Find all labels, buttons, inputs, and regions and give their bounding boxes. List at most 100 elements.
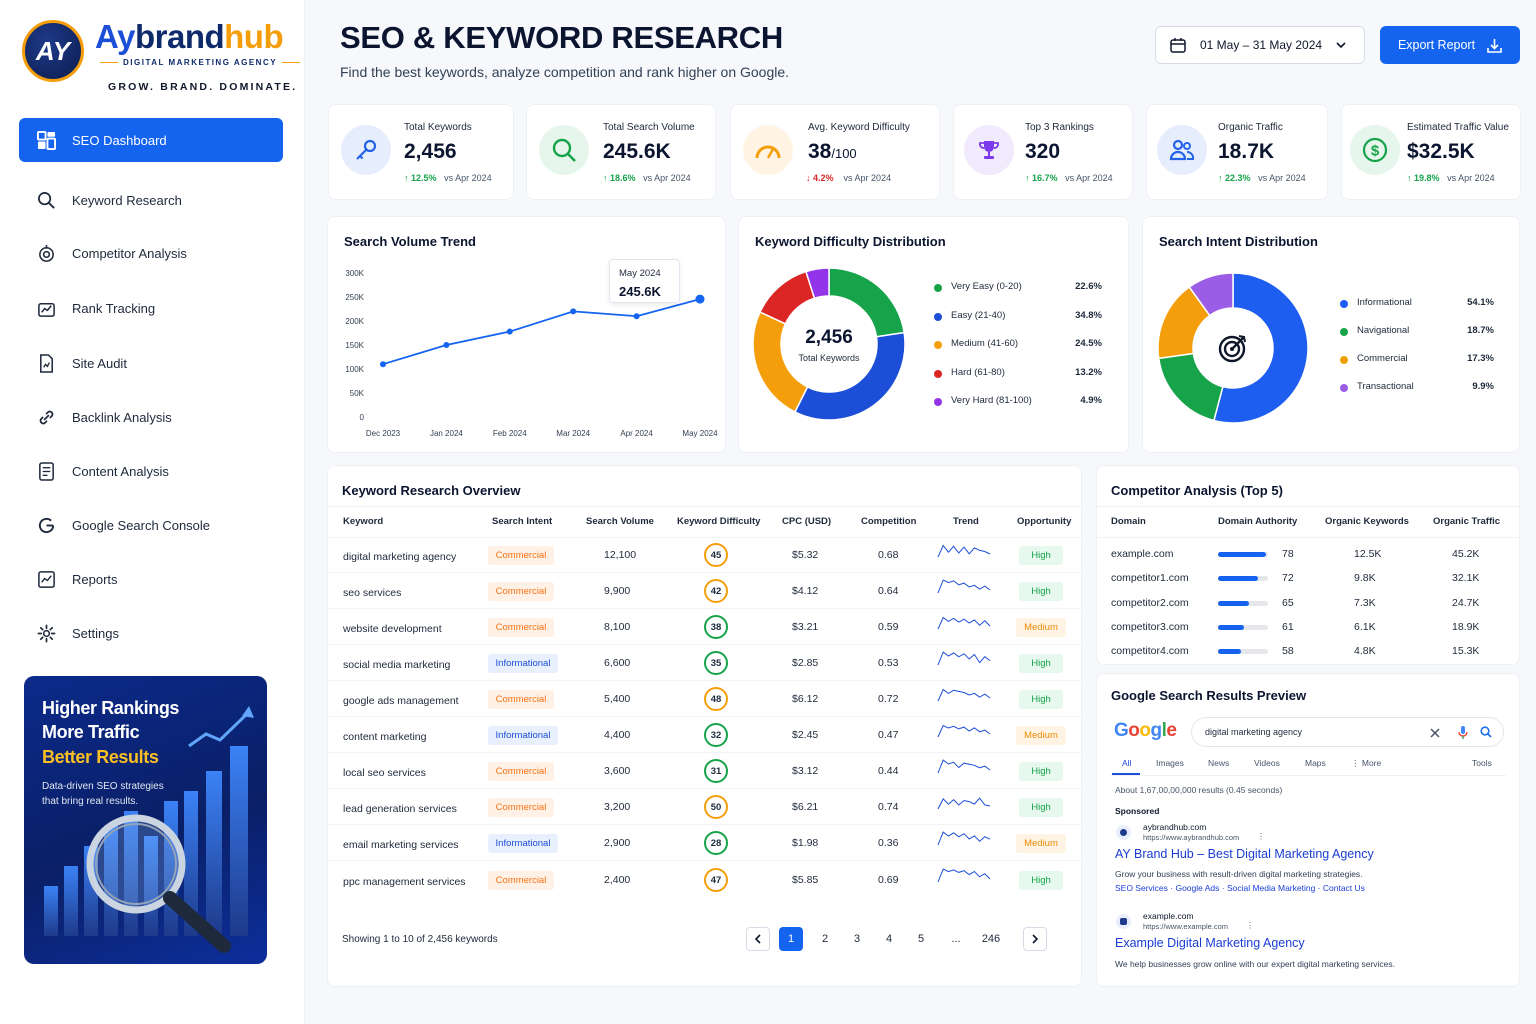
kpi-card-total-search-volume[interactable]: Total Search Volume 245.6K ↑ 18.6% vs Ap… — [526, 104, 716, 200]
intent-badge: Commercial — [488, 690, 554, 709]
sidebar-item-reports[interactable]: Reports — [19, 557, 283, 601]
page-button-246[interactable]: 246 — [981, 933, 1001, 945]
sidebar-item-settings[interactable]: Settings — [19, 611, 283, 655]
serp-tab-maps[interactable]: Maps — [1305, 758, 1326, 768]
pagination-summary: Showing 1 to 10 of 2,456 keywords — [342, 934, 498, 945]
sidebar-item-seo-dashboard[interactable]: SEO Dashboard — [19, 118, 283, 162]
more-options-icon[interactable]: ⋮ — [1246, 921, 1254, 930]
close-icon[interactable] — [1430, 728, 1440, 738]
column-header-domain-authority[interactable]: Domain Authority — [1218, 516, 1298, 527]
intent-badge: Commercial — [488, 762, 554, 781]
y-tick-label: 150K — [345, 341, 364, 350]
column-header-domain[interactable]: Domain — [1111, 516, 1146, 527]
serp-tab-all[interactable]: All — [1122, 758, 1132, 768]
pie-slice[interactable] — [1157, 352, 1224, 422]
sidebar-item-google-search-console[interactable]: Google Search Console — [19, 503, 283, 547]
gauge-icon — [743, 125, 793, 175]
page-button-4[interactable]: 4 — [885, 933, 893, 945]
search-icon[interactable] — [1480, 726, 1492, 738]
column-header-trend[interactable]: Trend — [953, 516, 979, 527]
sidebar-item-keyword-research[interactable]: Keyword Research — [19, 178, 283, 222]
search-intent-panel: Search Intent Distribution Informational… — [1142, 216, 1520, 453]
google-search-input[interactable]: digital marketing agency — [1191, 717, 1504, 747]
result-title-link[interactable]: AY Brand Hub – Best Digital Marketing Ag… — [1115, 847, 1374, 861]
column-header-opportunity[interactable]: Opportunity — [1017, 516, 1072, 527]
page-button-3[interactable]: 3 — [853, 933, 861, 945]
data-point[interactable] — [633, 313, 640, 320]
keyword-cell: local seo services — [343, 767, 426, 779]
serp-tab-more[interactable]: ⋮ More — [1351, 758, 1382, 768]
column-header-keyword-difficulty[interactable]: Keyword Difficulty — [677, 516, 761, 527]
keyword-cell: seo services — [343, 587, 402, 599]
legend-value: 54.1% — [1467, 297, 1494, 308]
search-volume-cell: 6,600 — [604, 657, 631, 669]
result-sitelinks[interactable]: SEO Services · Google Ads · Social Media… — [1115, 883, 1365, 893]
export-report-button[interactable]: Export Report — [1380, 26, 1520, 64]
sidebar-item-rank-tracking[interactable]: Rank Tracking — [19, 286, 283, 330]
serp-result-stats: About 1,67,00,00,000 results (0.45 secon… — [1115, 785, 1283, 795]
opportunity-badge: High — [1019, 654, 1063, 673]
sidebar-item-competitor-analysis[interactable]: Competitor Analysis — [19, 231, 283, 275]
data-point[interactable] — [695, 294, 705, 304]
column-header-search-intent[interactable]: Search Intent — [492, 516, 553, 527]
legend-label: Navigational — [1357, 325, 1410, 336]
column-header-keyword[interactable]: Keyword — [343, 516, 384, 527]
page-button-5[interactable]: 5 — [917, 933, 925, 945]
cpc-cell: $2.85 — [792, 657, 819, 669]
data-point[interactable] — [443, 342, 450, 348]
gear-icon — [37, 624, 56, 642]
opportunity-badge: Medium — [1016, 834, 1066, 853]
page-button-2[interactable]: 2 — [821, 933, 829, 945]
data-point[interactable] — [506, 328, 513, 335]
microphone-icon[interactable] — [1458, 726, 1468, 740]
row-divider — [328, 680, 1082, 681]
kpi-card-organic-traffic[interactable]: Organic Traffic 18.7K ↑ 22.3% vs Apr 202… — [1146, 104, 1328, 200]
data-point[interactable] — [570, 308, 577, 315]
column-header-cpc[interactable]: CPC (USD) — [782, 516, 832, 527]
domain-authority-bar — [1218, 649, 1241, 655]
result-title-link[interactable]: Example Digital Marketing Agency — [1115, 936, 1305, 950]
growth-illustration — [44, 706, 254, 953]
pie-slice[interactable] — [1212, 272, 1309, 424]
serp-tab-images[interactable]: Images — [1156, 758, 1184, 768]
intent-badge: Commercial — [488, 871, 554, 890]
data-point[interactable] — [380, 361, 386, 368]
organic-traffic-cell: 18.9K — [1452, 620, 1480, 633]
date-range-picker[interactable]: 01 May – 31 May 2024 — [1155, 26, 1365, 64]
pie-slice[interactable] — [759, 270, 816, 325]
row-divider — [328, 752, 1082, 753]
download-icon — [1487, 38, 1502, 53]
promo-banner[interactable]: Higher Rankings More Traffic Better Resu… — [24, 676, 267, 964]
row-divider — [328, 644, 1082, 645]
row-divider — [328, 824, 1082, 825]
sidebar-item-site-audit[interactable]: Site Audit — [19, 341, 283, 385]
kpi-card-total-keywords[interactable]: Total Keywords 2,456 ↑ 12.5% vs Apr 2024 — [328, 104, 514, 200]
pie-slice[interactable] — [805, 267, 830, 300]
kpi-card-estimated-traffic-value[interactable]: $ Estimated Traffic Value $32.5K ↑ 19.8%… — [1341, 104, 1521, 200]
x-tick-label: Jan 2024 — [430, 429, 463, 438]
column-header-search-volume[interactable]: Search Volume — [586, 516, 654, 527]
trend-sparkline — [937, 688, 991, 702]
serp-tab-news[interactable]: News — [1208, 758, 1230, 768]
column-header-organic-traffic[interactable]: Organic Traffic — [1433, 516, 1501, 527]
prev-page-button[interactable] — [746, 927, 770, 951]
kpi-label: Top 3 Rankings — [1025, 122, 1094, 133]
serp-tab-tools[interactable]: Tools — [1472, 758, 1492, 768]
kpi-card-avg-keyword-difficulty[interactable]: Avg. Keyword Difficulty 38/100 ↓ 4.2% vs… — [730, 104, 940, 200]
sidebar-item-content-analysis[interactable]: Content Analysis — [19, 449, 283, 493]
serp-tab-videos[interactable]: Videos — [1254, 758, 1280, 768]
more-options-icon[interactable]: ⋮ — [1257, 832, 1265, 841]
brand-logo[interactable]: AY Aybrandhub DIGITAL MARKETING AGENCY G… — [22, 18, 295, 100]
next-page-button[interactable] — [1023, 927, 1047, 951]
keyword-difficulty-badge: 45 — [704, 543, 728, 567]
promo-line3: Better Results — [42, 747, 159, 767]
opportunity-badge: High — [1019, 582, 1063, 601]
pie-slice[interactable] — [1188, 272, 1234, 317]
trend-sparkline — [937, 579, 991, 594]
kpi-value: $32.5K — [1407, 140, 1475, 163]
sidebar-item-backlink-analysis[interactable]: Backlink Analysis — [19, 395, 283, 439]
kpi-card-top3-rankings[interactable]: Top 3 Rankings 320 ↑ 16.7% vs Apr 2024 — [953, 104, 1133, 200]
column-header-organic-keywords[interactable]: Organic Keywords — [1325, 516, 1409, 527]
page-button-1[interactable]: 1 — [779, 927, 803, 951]
column-header-competition[interactable]: Competition — [861, 516, 917, 527]
